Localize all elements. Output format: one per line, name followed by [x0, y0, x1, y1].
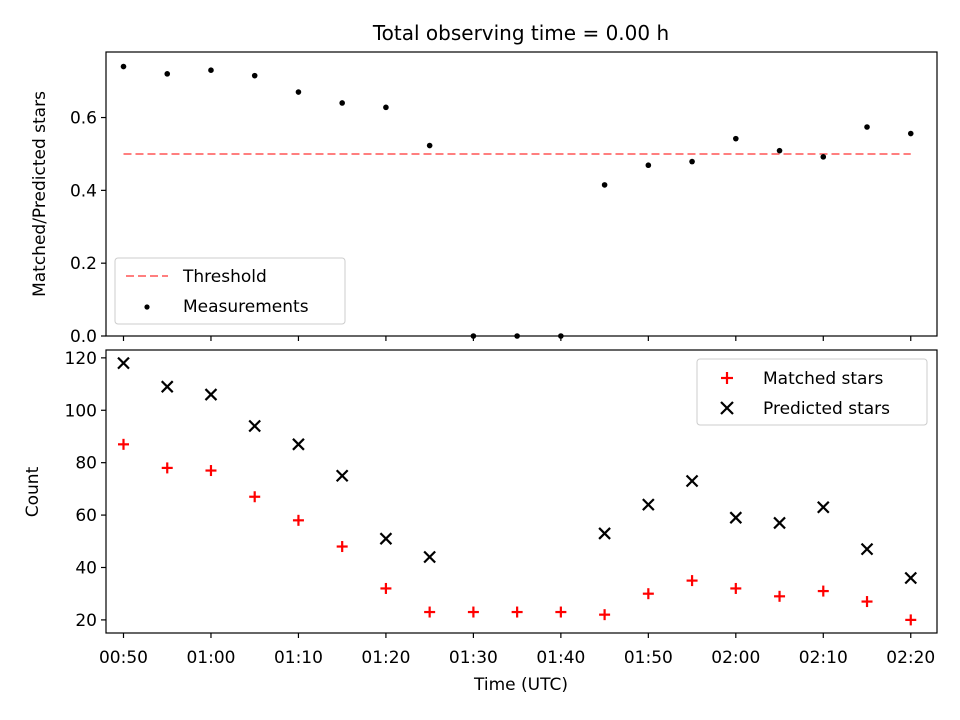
measurement-point [689, 158, 695, 165]
matched-star-point [249, 491, 261, 503]
matched-star-point [817, 585, 829, 597]
matched-star-point [292, 514, 304, 526]
predicted-legend-swatch [720, 401, 734, 415]
predicted-star-point [335, 469, 349, 483]
measurement-point [601, 182, 608, 188]
matched-star-point [424, 606, 436, 618]
matched-star-point [686, 575, 698, 587]
matched-legend-label: Matched stars [763, 369, 883, 389]
predicted-legend-label: Predicted stars [763, 399, 890, 419]
measurement-point [208, 67, 214, 74]
matched-star-point [730, 582, 742, 594]
bottom-xtick-label: 01:00 [186, 648, 235, 668]
matched-star-point [555, 606, 567, 618]
top-panel-ylabel: Matched/Predicted stars [30, 91, 50, 297]
top-panel-legend: Threshold Measurements [114, 257, 346, 325]
measurement-point [907, 130, 914, 137]
measurement-point [295, 89, 302, 95]
measurement-point [820, 154, 827, 160]
predicted-star-point [423, 550, 436, 564]
bottom-ytick-label: 120 [65, 349, 97, 369]
top-panel-frame [105, 51, 938, 337]
bottom-legend-box [696, 358, 928, 426]
matched-star-point [774, 590, 786, 602]
predicted-star-point [248, 419, 261, 433]
top-ytick-label: 0.2 [70, 254, 97, 274]
bottom-ytick-label: 60 [75, 506, 97, 526]
predicted-star-point [773, 516, 786, 530]
predicted-star-point [379, 532, 393, 545]
top-panel: Total observing time = 0.00 h Matched/Pr… [30, 21, 938, 347]
bottom-ytick-label: 100 [65, 401, 97, 421]
bottom-ytick-label: 40 [75, 558, 97, 578]
predicted-star-point [642, 498, 655, 511]
measurement-point [164, 71, 171, 77]
matched-star-point [861, 596, 873, 608]
predicted-star-point [817, 500, 830, 514]
matched-star-point [380, 582, 392, 594]
bottom-xtick-label: 02:10 [799, 648, 848, 668]
predicted-star-point [117, 356, 130, 370]
matched-star-point [467, 606, 479, 618]
bottom-xtick-label: 01:20 [361, 648, 410, 668]
measurement-point [426, 142, 433, 149]
matched-star-point [511, 606, 523, 618]
bottom-xtick-label: 01:40 [536, 648, 585, 668]
measurement-point [251, 72, 258, 79]
predicted-star-point [292, 438, 305, 451]
matched-star-point [642, 588, 654, 600]
top-ytick-label: 0.6 [70, 109, 97, 129]
top-ytick-label: 0.4 [70, 181, 97, 201]
measurement-point [776, 147, 783, 154]
measurements-legend-label: Measurements [183, 297, 309, 317]
measurement-point [339, 100, 345, 106]
predicted-star-point [904, 571, 918, 585]
predicted-star-point [685, 474, 699, 488]
matched-legend-swatch [721, 372, 733, 384]
matched-star-point [905, 614, 917, 626]
threshold-legend-label: Threshold [182, 267, 267, 287]
bottom-panel-data [117, 356, 918, 626]
measurement-point [864, 124, 870, 130]
bottom-xtick-label: 01:50 [624, 648, 673, 668]
predicted-star-point [598, 527, 611, 540]
top-panel-title: Total observing time = 0.00 h [372, 21, 669, 45]
top-ytick-label: 0.0 [70, 327, 97, 347]
predicted-star-point [860, 542, 874, 556]
measurement-point [645, 162, 652, 169]
matched-star-point [161, 462, 173, 474]
matched-star-point [205, 465, 217, 477]
bottom-ytick-label: 20 [75, 611, 97, 631]
bottom-panel-xlabel: Time (UTC) [473, 675, 568, 695]
bottom-xtick-label: 02:00 [711, 648, 760, 668]
measurement-point [383, 104, 389, 111]
measurement-point [120, 63, 127, 70]
bottom-xtick-label: 01:10 [274, 648, 323, 668]
bottom-panel-ylabel: Count [23, 466, 43, 517]
bottom-panel: Count Time (UTC) 20 40 60 80 100 120 00:50 01:0… [23, 349, 938, 695]
measurement-point [733, 135, 739, 142]
predicted-star-point [204, 388, 218, 401]
bottom-panel-ticks: 20 40 60 80 100 120 00:50 01:00 01:10 01:20 01:30 0… [65, 349, 936, 668]
bottom-panel-legend: Matched stars Predicted stars [696, 358, 928, 426]
measurements-legend-swatch [144, 304, 150, 310]
bottom-xtick-label: 00:50 [99, 648, 148, 668]
matched-star-point [599, 609, 611, 621]
matched-star-point [117, 438, 129, 450]
predicted-star-point [160, 380, 174, 393]
bottom-panel-frame [105, 349, 938, 634]
bottom-xtick-label: 02:20 [886, 648, 935, 668]
top-panel-data [120, 63, 914, 339]
top-legend-box [114, 257, 346, 325]
predicted-star-point [729, 511, 743, 524]
matched-star-point [336, 541, 348, 553]
bottom-xtick-label: 01:30 [449, 648, 498, 668]
bottom-ytick-label: 80 [75, 454, 97, 474]
